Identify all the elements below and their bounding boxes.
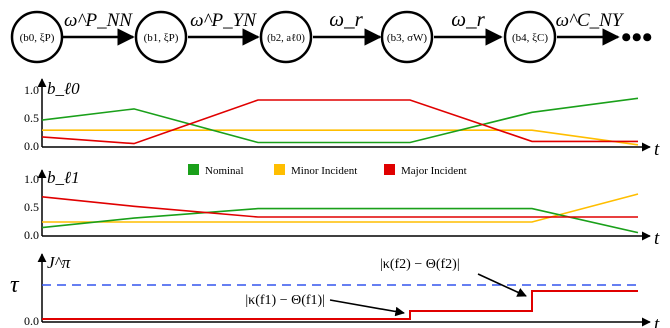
transition-label-5: ω^C_NY [556, 10, 625, 31]
transition-label-1: ω^P_NN [64, 10, 133, 31]
state-node-4: (b4, ξC) [503, 10, 557, 64]
legend-swatch-minor [274, 164, 285, 175]
state-node-0: (b0, ξP) [10, 10, 64, 64]
belief-l0-ytick-1: 0.5 [24, 111, 39, 125]
cost-ytick-0: 0.0 [24, 314, 39, 328]
belief-l1-nominal-line [41, 207, 639, 234]
belief-l1-xlabel: t [654, 228, 660, 249]
state-node-1: (b1, ξP) [134, 10, 188, 64]
transition-label-2: ω^P_YN [190, 10, 257, 31]
cost-panel: 0.0 J^π t τ |κ(f1) − Θ(f1)| |κ(f2) − Θ(f… [10, 253, 660, 328]
threshold-label: τ [10, 272, 20, 298]
belief-panel-l1: 0.0 0.5 1.0 b_ℓ1 t [24, 168, 660, 249]
legend-label-minor: Minor Incident [291, 165, 357, 177]
annotation-f1: |κ(f1) − Θ(f1)| [245, 293, 325, 308]
cost-xlabel: t [654, 314, 660, 328]
belief-l1-major-line [41, 196, 638, 218]
transition-label-3: ω_r [329, 7, 363, 31]
belief-l1-ylabel: b_ℓ1 [47, 168, 80, 187]
legend: Nominal Minor Incident Major Incident [188, 164, 467, 177]
annotation-f2-arrow [477, 273, 527, 297]
chain-continuation: ••• [621, 21, 653, 54]
state-chain: (b0, ξP) (b1, ξP) (b2, aℓ0) (b3, σW) (b4… [10, 7, 653, 64]
belief-l0-nominal-line [41, 97, 639, 144]
belief-l0-major-line [41, 99, 638, 145]
state-node-3: (b3, σW) [380, 10, 434, 64]
annotation-f1-arrow [329, 299, 405, 317]
state-label-4: (b4, ξC) [512, 32, 548, 44]
belief-l0-xlabel: t [654, 139, 660, 160]
belief-l1-ytick-2: 1.0 [24, 172, 39, 186]
belief-l0-ytick-0: 0.0 [24, 139, 39, 153]
transition-label-4: ω_r [451, 7, 485, 31]
chain-states: (b0, ξP) (b1, ξP) (b2, aℓ0) (b3, σW) (b4… [10, 10, 557, 64]
cost-step-line [42, 290, 638, 320]
belief-l0-ylabel: b_ℓ0 [47, 79, 80, 98]
state-label-3: (b3, σW) [387, 32, 427, 44]
belief-panel-l0: 0.0 0.5 1.0 b_ℓ0 t [24, 78, 660, 160]
belief-l1-ytick-0: 0.0 [24, 228, 39, 242]
state-label-1: (b1, ξP) [144, 32, 179, 44]
state-label-0: (b0, ξP) [20, 32, 55, 44]
transition-labels: ω^P_NN ω^P_YN ω_r ω_r ω^C_NY [64, 7, 625, 31]
legend-label-major: Major Incident [401, 165, 467, 177]
belief-l0-minor-line [42, 129, 639, 146]
legend-label-nominal: Nominal [205, 165, 244, 177]
state-node-2: (b2, aℓ0) [259, 10, 313, 64]
legend-swatch-nominal [188, 164, 199, 175]
belief-l0-ytick-2: 1.0 [24, 83, 39, 97]
annotation-f2: |κ(f2) − Θ(f2)| [380, 257, 460, 272]
cost-ylabel: J^π [47, 253, 71, 272]
state-label-2: (b2, aℓ0) [267, 33, 305, 44]
belief-l1-ytick-1: 0.5 [24, 200, 39, 214]
legend-swatch-major [384, 164, 395, 175]
